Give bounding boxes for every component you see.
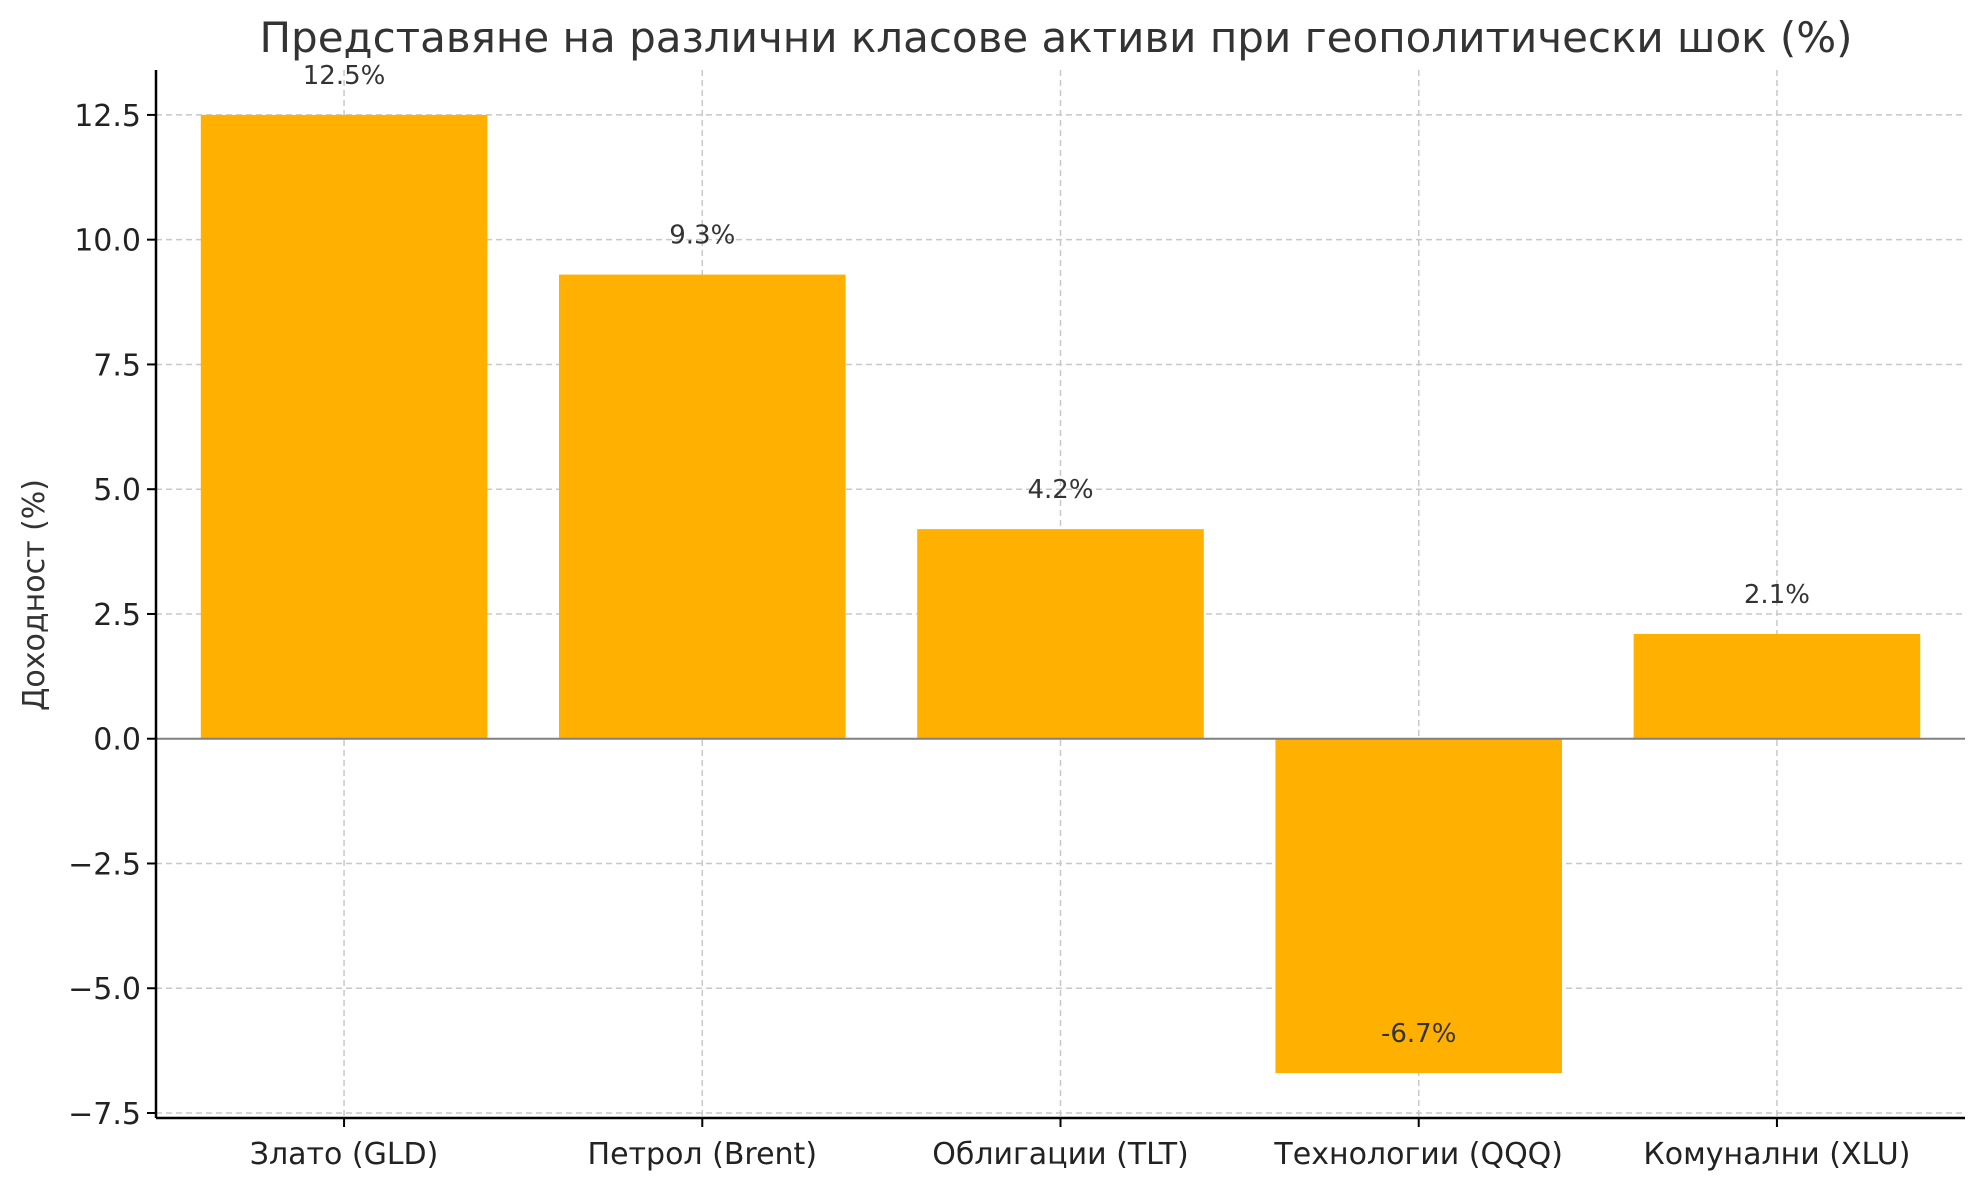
- y-tick-label: 7.5: [93, 348, 141, 383]
- y-axis-label: Доходност (%): [17, 479, 52, 711]
- bar: [200, 114, 488, 739]
- x-tick-label: Комунални (XLU): [1643, 1137, 1910, 1172]
- y-tick-label: 0.0: [93, 723, 141, 758]
- y-tick-label: −7.5: [68, 1097, 141, 1132]
- chart-title: Представяне на различни класове активи п…: [259, 13, 1852, 62]
- axes-layer: [147, 70, 1965, 1127]
- data-label: 12.5%: [303, 61, 386, 91]
- data-label: -6.7%: [1381, 1019, 1456, 1049]
- y-tick-label: 12.5: [74, 99, 141, 134]
- y-tick-label: −2.5: [68, 847, 141, 882]
- y-tick-label: 5.0: [93, 473, 141, 508]
- y-tick-label: 2.5: [93, 598, 141, 633]
- y-tick-label: −5.0: [68, 972, 141, 1007]
- bar: [1633, 633, 1921, 739]
- x-tick-label: Злато (GLD): [250, 1137, 439, 1172]
- x-tick-label: Петрол (Brent): [588, 1137, 818, 1172]
- data-label: 9.3%: [669, 221, 735, 251]
- bars-layer: [200, 114, 1921, 1074]
- data-label: 4.2%: [1027, 475, 1093, 505]
- bar: [1275, 738, 1563, 1074]
- data-label: 2.1%: [1744, 580, 1810, 610]
- bar: [917, 529, 1204, 739]
- y-tick-label: 10.0: [74, 224, 141, 259]
- labels-layer: −7.5 −5.0 −2.5 0.0 2.5 5.0 7.5 10.0 12.5 Злато (G…: [68, 61, 1910, 1172]
- x-tick-label: Облигации (TLT): [932, 1137, 1189, 1172]
- x-tick-label: Технологии (QQQ): [1273, 1137, 1563, 1172]
- bar: [558, 274, 846, 739]
